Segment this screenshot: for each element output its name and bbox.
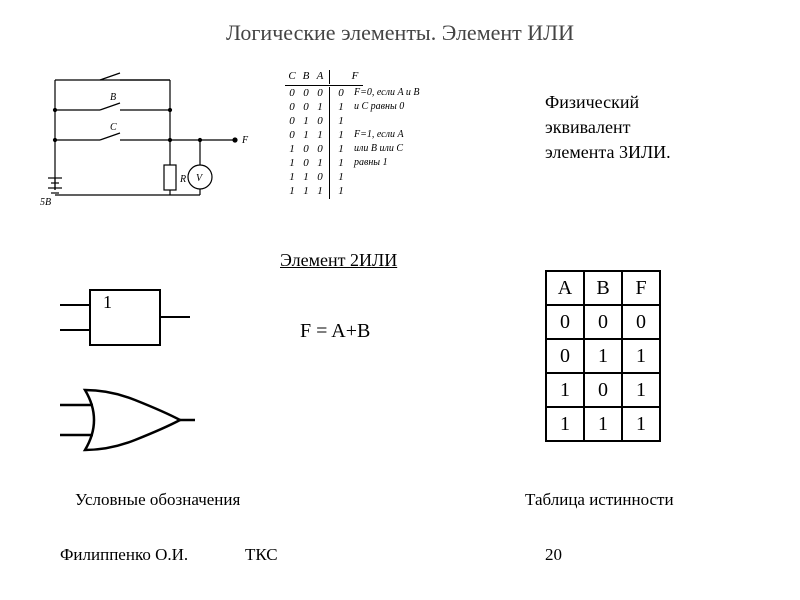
caption-truth-table: Таблица истинности [525, 490, 674, 510]
tt2-h0: A [546, 271, 584, 305]
label-v: V [196, 173, 204, 184]
truth-table-3input: C B A F 0000F=0, если A и B 0011и C равн… [285, 70, 420, 199]
truth-table-2input: A B F 000 011 101 111 [545, 270, 661, 442]
tt3-col-b: B [299, 70, 313, 84]
label-f: F [241, 135, 249, 146]
footer-author: Филиппенко О.И. [60, 545, 188, 565]
gate-label-1: 1 [103, 292, 112, 312]
tt2-h2: F [622, 271, 660, 305]
label-a: A [109, 70, 117, 73]
page-number: 20 [545, 545, 562, 565]
section-subtitle: Элемент 2ИЛИ [280, 250, 397, 271]
tt3-col-c: C [285, 70, 299, 84]
gate-ansi-or [55, 380, 195, 460]
page-title: Логические элементы. Элемент ИЛИ [0, 20, 800, 46]
caption-symbols: Условные обозначения [75, 490, 240, 510]
label-src: 5В [40, 197, 51, 208]
label-b: B [110, 92, 116, 103]
physical-equivalent-label: Физический эквивалент элемента 3ИЛИ. [545, 90, 671, 166]
circuit-diagram: A B C F R V 5В [40, 70, 260, 210]
label-c: C [110, 122, 117, 133]
tt2-h1: B [584, 271, 622, 305]
gate-iec-or: 1 [55, 280, 195, 360]
phys-l1: Физический [545, 90, 671, 115]
phys-l2: эквивалент [545, 115, 671, 140]
tt3-col-f: F [348, 70, 362, 84]
tt3-col-a: A [313, 70, 327, 84]
phys-l3: элемента 3ИЛИ. [545, 140, 671, 165]
formula: F = A+B [300, 320, 370, 343]
footer-course: ТКС [245, 545, 278, 565]
label-r: R [179, 174, 186, 185]
